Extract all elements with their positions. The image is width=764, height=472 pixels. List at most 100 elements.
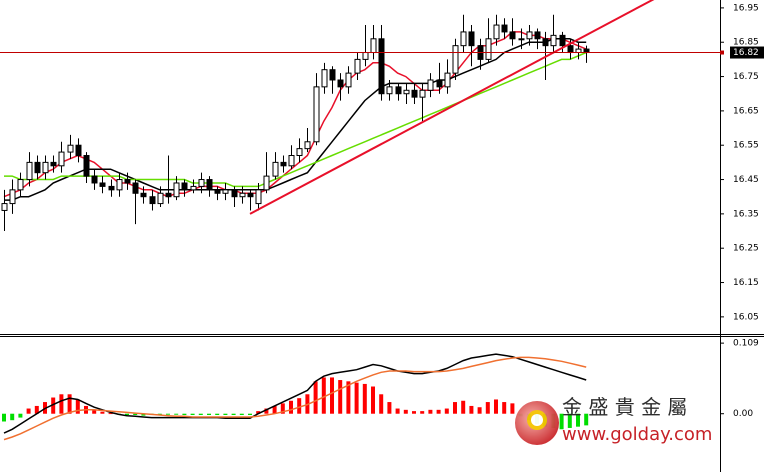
candle-body bbox=[75, 144, 82, 157]
histogram-bar bbox=[453, 402, 457, 414]
histogram-bar bbox=[231, 413, 236, 416]
histogram-bar bbox=[223, 413, 228, 416]
histogram-bar bbox=[59, 394, 64, 414]
candle-body bbox=[173, 182, 180, 198]
histogram-bar bbox=[108, 413, 113, 415]
last-price-box bbox=[730, 46, 764, 59]
histogram-bar bbox=[92, 409, 97, 414]
histogram-bar bbox=[51, 397, 56, 414]
histogram-bar bbox=[387, 402, 392, 414]
histogram-bar bbox=[477, 407, 482, 414]
histogram-bar bbox=[100, 411, 105, 414]
candle-body bbox=[575, 48, 582, 54]
histogram-bar bbox=[469, 405, 474, 414]
histogram-bar bbox=[166, 413, 170, 415]
histogram-bar bbox=[18, 413, 23, 418]
histogram-bar bbox=[494, 399, 498, 414]
candle-body bbox=[280, 161, 287, 167]
logo-coin-inner bbox=[531, 414, 543, 426]
brand-name: 金 盛 貴 金 屬 bbox=[562, 395, 687, 419]
candle-body bbox=[42, 161, 49, 174]
candle-body bbox=[559, 34, 566, 47]
candle-body bbox=[354, 58, 361, 74]
histogram-bar bbox=[198, 413, 203, 416]
histogram-bar bbox=[313, 381, 318, 414]
candle-body bbox=[345, 72, 352, 88]
candle-body bbox=[362, 52, 369, 60]
candle-body bbox=[165, 192, 172, 198]
candle-body bbox=[427, 79, 434, 91]
histogram-bar bbox=[256, 411, 261, 414]
candle-body bbox=[304, 141, 311, 150]
macd-line bbox=[3, 353, 587, 434]
histogram-bar bbox=[10, 413, 15, 421]
candle-body bbox=[222, 189, 229, 194]
histogram-bar bbox=[207, 413, 211, 416]
candle-body bbox=[255, 189, 262, 205]
histogram-bar bbox=[248, 413, 252, 416]
candle-body bbox=[149, 196, 156, 205]
y-tick-label: 16.25 bbox=[733, 244, 759, 254]
histogram-bar bbox=[559, 413, 564, 430]
candle-body bbox=[436, 79, 443, 88]
candle-body bbox=[288, 155, 295, 167]
histogram-bar bbox=[182, 413, 187, 416]
histogram-bar bbox=[395, 408, 400, 414]
y-tick-label: 16.15 bbox=[733, 278, 759, 288]
candle-body bbox=[67, 144, 74, 153]
candle-body bbox=[34, 161, 41, 174]
candle-body bbox=[1, 203, 8, 211]
histogram-bar bbox=[403, 409, 408, 414]
histogram-bar bbox=[67, 394, 72, 414]
candle-body bbox=[583, 48, 590, 54]
candle-body bbox=[411, 89, 418, 98]
axis-labels: 16.05 16.15 16.25 16.35 16.45 16.55 16.65 16.75… bbox=[720, 3, 764, 419]
candle-body bbox=[485, 38, 492, 60]
candle-body bbox=[542, 38, 549, 47]
candle-body bbox=[214, 189, 221, 194]
candle-body bbox=[321, 69, 328, 88]
candle-body bbox=[337, 79, 344, 88]
candle-body bbox=[247, 192, 254, 198]
candle-body bbox=[386, 86, 393, 95]
candle-body bbox=[493, 24, 500, 40]
candle-body bbox=[444, 72, 451, 88]
candle-body bbox=[239, 192, 246, 198]
moving-average bbox=[4, 38, 587, 201]
y-tick-label: 16.55 bbox=[733, 141, 759, 151]
histogram-bar bbox=[289, 400, 293, 414]
candle-body bbox=[132, 182, 139, 194]
histogram-bar bbox=[141, 413, 146, 416]
candle-body bbox=[567, 45, 574, 54]
histogram-bar bbox=[584, 413, 589, 426]
histogram-bar bbox=[2, 413, 6, 422]
candle-body bbox=[550, 34, 557, 47]
candle-body bbox=[99, 182, 106, 187]
candle-body bbox=[403, 89, 410, 95]
y-tick-label: 16.65 bbox=[733, 106, 759, 116]
candle-body bbox=[509, 31, 516, 40]
histogram-bar bbox=[412, 411, 416, 414]
histogram-bar bbox=[264, 408, 269, 414]
y-tick-label: 16.45 bbox=[733, 175, 759, 185]
price-panel bbox=[1, 0, 655, 232]
histogram-bar bbox=[133, 413, 138, 416]
candle-body bbox=[231, 189, 238, 198]
histogram-bar bbox=[461, 400, 466, 414]
candle-body bbox=[206, 179, 213, 191]
histogram-bar bbox=[190, 413, 195, 416]
histogram-bar bbox=[346, 381, 351, 414]
candle-body bbox=[272, 161, 279, 177]
y-tick-label: 0.109 bbox=[733, 339, 759, 349]
candle-body bbox=[419, 89, 426, 98]
histogram-bar bbox=[321, 377, 326, 414]
y-tick-label: 16.05 bbox=[733, 312, 759, 322]
candle-body bbox=[501, 24, 508, 33]
candle-body bbox=[190, 185, 197, 191]
y-tick-label: 16.35 bbox=[733, 209, 759, 219]
candle-body bbox=[452, 45, 459, 74]
y-tick-label: 0.00 bbox=[733, 409, 753, 419]
histogram-bar bbox=[297, 398, 302, 414]
candle-body bbox=[329, 69, 336, 81]
histogram-bar bbox=[26, 408, 31, 414]
